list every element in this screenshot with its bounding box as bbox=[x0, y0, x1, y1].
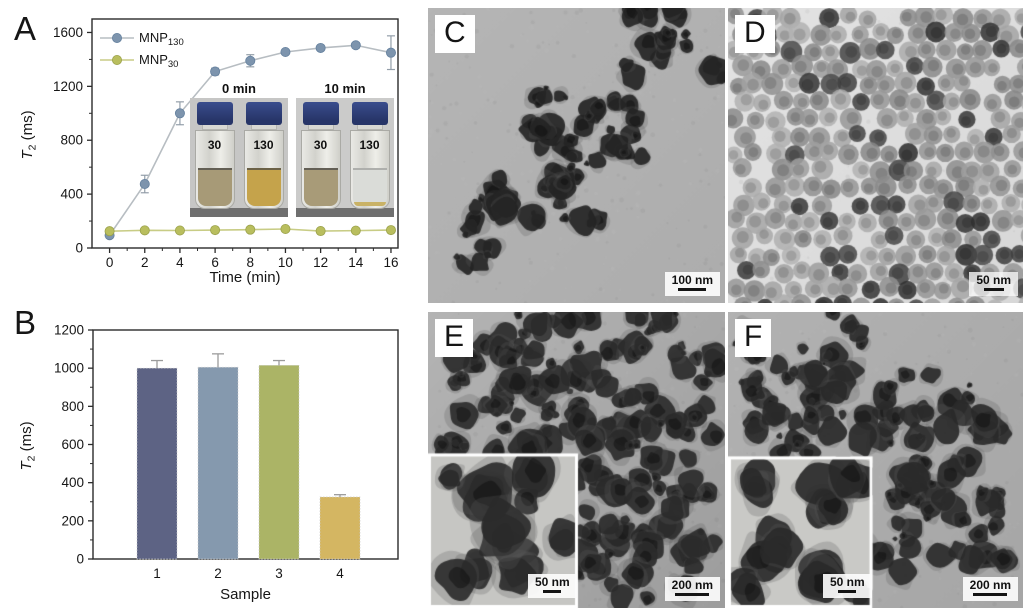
vial-photo: 30 130 bbox=[296, 98, 394, 217]
panel-label-d: D bbox=[735, 15, 775, 53]
vial-30: 30 bbox=[300, 102, 341, 209]
scale-bar-line bbox=[983, 288, 1004, 291]
svg-text:3: 3 bbox=[275, 566, 283, 581]
svg-text:800: 800 bbox=[61, 399, 84, 414]
svg-text:0: 0 bbox=[76, 552, 84, 567]
tem-panel-d: D 50 nm bbox=[728, 8, 1023, 303]
scale-bar-line bbox=[678, 288, 707, 291]
panel-label-b: B bbox=[14, 304, 37, 341]
tem-panel-c: C 100 nm bbox=[428, 8, 725, 303]
svg-text:12: 12 bbox=[313, 255, 328, 270]
svg-text:800: 800 bbox=[60, 133, 83, 148]
svg-text:0: 0 bbox=[106, 255, 114, 270]
scale-bar-line bbox=[675, 593, 710, 596]
vial-photo-inset: 0 min 30 130 bbox=[190, 81, 394, 217]
vial-body: 30 bbox=[194, 130, 235, 209]
scale-bar-f-inset: 50 nm bbox=[823, 574, 872, 598]
tem-image-e bbox=[428, 312, 725, 608]
svg-text:4: 4 bbox=[336, 566, 344, 581]
svg-text:2: 2 bbox=[141, 255, 149, 270]
svg-text:1600: 1600 bbox=[53, 25, 83, 40]
svg-text:4: 4 bbox=[176, 255, 184, 270]
vial-cap bbox=[196, 102, 233, 125]
vial-body: 130 bbox=[243, 130, 284, 209]
svg-text:2: 2 bbox=[214, 566, 222, 581]
svg-text:1200: 1200 bbox=[53, 79, 83, 94]
vial-liquid bbox=[303, 168, 338, 206]
scale-bar-text: 50 nm bbox=[976, 273, 1011, 287]
svg-text:0: 0 bbox=[75, 241, 83, 256]
vial-label: 130 bbox=[253, 138, 274, 152]
panel-label-c: C bbox=[435, 15, 475, 53]
panel-label-a: A bbox=[14, 10, 37, 47]
t2-vs-time-line-chart: 0 2 4 6 8 10 12 14 16 0 400 800 1200 1600 MNP130 MNP30 T… bbox=[19, 18, 399, 286]
vial-body: 30 bbox=[300, 130, 341, 209]
t2-bar-chart: 0 200 400 600 800 1000 1200 1 2 3 4 Sample T2 (ms) bbox=[18, 323, 399, 603]
vial-body: 130 bbox=[349, 130, 390, 209]
svg-text:16: 16 bbox=[383, 255, 398, 270]
svg-text:600: 600 bbox=[61, 437, 84, 452]
svg-text:8: 8 bbox=[247, 255, 255, 270]
vial-neck bbox=[356, 125, 383, 130]
scale-bar-text: 50 nm bbox=[830, 575, 865, 589]
scale-bar-text: 50 nm bbox=[535, 575, 570, 589]
svg-text:1: 1 bbox=[153, 566, 161, 581]
scale-bar-text: 200 nm bbox=[969, 578, 1011, 592]
svg-text:400: 400 bbox=[60, 187, 83, 202]
svg-text:14: 14 bbox=[348, 255, 364, 270]
vial-130: 130 bbox=[349, 102, 390, 209]
scale-bar-text: 100 nm bbox=[671, 273, 713, 287]
vial-liquid bbox=[197, 168, 232, 206]
svg-text:200: 200 bbox=[61, 513, 84, 528]
tem-panel-e: E 50 nm 200 nm bbox=[428, 312, 725, 608]
svg-text:T2 (ms): T2 (ms) bbox=[18, 421, 37, 470]
scale-bar-line bbox=[973, 593, 1008, 596]
svg-text:400: 400 bbox=[61, 475, 84, 490]
svg-text:T2 (ms): T2 (ms) bbox=[19, 110, 38, 159]
vial-label: 130 bbox=[359, 138, 380, 152]
inset-photo-0min: 0 min 30 130 bbox=[190, 81, 288, 217]
tem-panel-f: F 50 nm 200 nm bbox=[728, 312, 1023, 608]
inset-photo-10min: 10 min 30 130 bbox=[296, 81, 394, 217]
scale-bar-e: 200 nm bbox=[664, 577, 720, 601]
inset-title-0min: 0 min bbox=[222, 81, 256, 96]
vial-neck bbox=[307, 125, 334, 130]
svg-text:1000: 1000 bbox=[54, 361, 84, 376]
panel-label-f: F bbox=[735, 319, 772, 357]
tem-image-c bbox=[428, 8, 725, 303]
vial-photo: 30 130 bbox=[190, 98, 288, 217]
vial-cap bbox=[245, 102, 282, 125]
svg-text:MNP130: MNP130 bbox=[139, 30, 184, 48]
scale-bar-text: 200 nm bbox=[671, 578, 713, 592]
svg-text:MNP30: MNP30 bbox=[139, 52, 178, 70]
scale-bar-e-inset: 50 nm bbox=[528, 574, 577, 598]
vial-label: 30 bbox=[207, 138, 222, 152]
vial-label: 30 bbox=[313, 138, 328, 152]
vial-130: 130 bbox=[243, 102, 284, 209]
svg-text:Sample: Sample bbox=[220, 586, 271, 603]
scale-bar-c: 100 nm bbox=[664, 272, 720, 296]
scale-bar-line bbox=[838, 590, 857, 593]
scale-bar-f: 200 nm bbox=[962, 577, 1018, 601]
vial-cap bbox=[351, 102, 388, 125]
vial-cap bbox=[302, 102, 339, 125]
vial-sediment bbox=[353, 202, 386, 206]
vial-liquid bbox=[352, 168, 387, 206]
tem-image-f bbox=[728, 312, 1023, 608]
panel-label-e: E bbox=[435, 319, 474, 357]
vial-30: 30 bbox=[194, 102, 235, 209]
svg-text:1200: 1200 bbox=[54, 323, 84, 338]
inset-title-10min: 10 min bbox=[324, 81, 366, 96]
svg-text:6: 6 bbox=[211, 255, 219, 270]
svg-text:10: 10 bbox=[278, 255, 293, 270]
vial-neck bbox=[201, 125, 228, 130]
svg-text:Time (min): Time (min) bbox=[209, 269, 280, 286]
vial-neck bbox=[250, 125, 277, 130]
tem-image-d bbox=[728, 8, 1023, 303]
scale-bar-d: 50 nm bbox=[969, 272, 1018, 296]
scale-bar-line bbox=[543, 590, 562, 593]
vial-liquid bbox=[246, 168, 281, 206]
